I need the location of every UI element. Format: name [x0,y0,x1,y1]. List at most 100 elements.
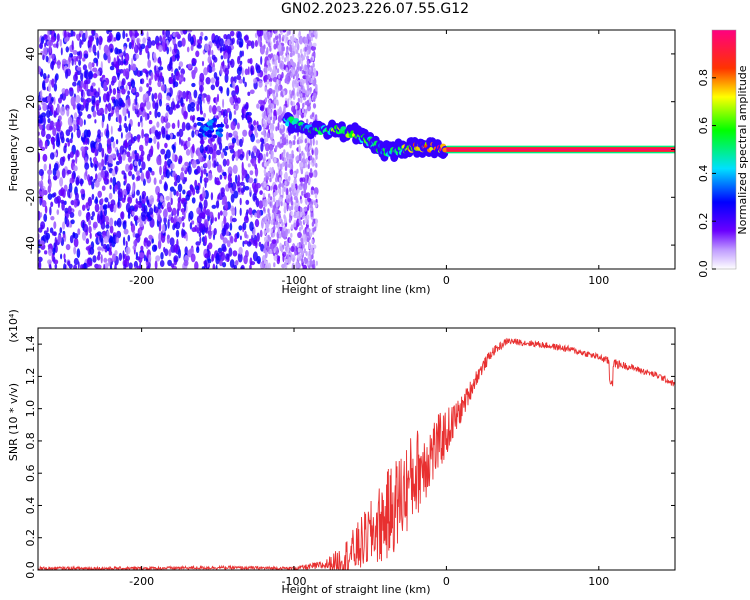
noise-speckle [91,30,95,35]
noise-speckle [146,101,151,110]
noise-speckle [289,169,294,176]
noise-speckle [108,192,113,200]
faint-speckle [309,145,312,150]
noise-speckle [156,155,162,166]
noise-speckle [125,240,128,247]
faint-speckle [305,251,308,256]
noise-speckle [248,177,254,184]
noise-speckle [199,144,204,154]
noise-speckle [219,259,223,267]
noise-speckle [172,152,175,162]
noise-speckle [124,115,127,122]
noise-speckle [146,83,150,88]
noise-speckle [42,80,46,89]
noise-speckle [124,52,130,63]
noise-speckle [60,47,63,56]
noise-speckle [85,212,91,221]
noise-speckle [79,118,84,127]
colorbar-tick-label: 0.6 [697,117,710,135]
snr-panel: -200 -100 0 100 0.0 0.2 0.4 0.6 0.8 1.0 1.2 1.4 He… [7,309,676,596]
noise-speckle [157,92,163,102]
noise-speckle [158,232,162,242]
noise-speckle [175,104,181,109]
noise-speckle [123,194,126,201]
noise-speckle [80,72,84,82]
noise-speckle [101,158,105,167]
faint-speckle [302,102,305,108]
noise-speckle [122,220,127,230]
noise-speckle [148,86,153,93]
noise-speckle [173,255,179,263]
noise-speckle [204,235,208,245]
faint-speckle [290,205,294,211]
noise-speckle [140,172,145,182]
noise-speckle [138,158,142,167]
noise-speckle [184,161,190,167]
noise-speckle [213,143,217,152]
faint-speckle [302,157,305,163]
noise-speckle [54,263,58,269]
noise-speckle [185,149,191,156]
noise-speckle [54,259,59,265]
noise-speckle [139,252,145,258]
faint-speckle [298,59,301,65]
noise-speckle [240,266,244,269]
noise-speckle [143,205,148,214]
faint-speckle [305,108,308,114]
faint-speckle [267,93,270,99]
noise-speckle [277,256,280,262]
noise-speckle [153,204,156,212]
noise-speckle [113,57,117,65]
noise-speckle [204,219,209,228]
faint-speckle [276,100,279,106]
noise-speckle [119,145,125,155]
noise-speckle [128,42,132,50]
noise-speckle [109,236,114,243]
noise-speckle [63,263,67,269]
noise-speckle [226,158,230,167]
noise-speckle [92,156,98,163]
noise-speckle [82,64,87,71]
faint-speckle [311,112,315,118]
noise-speckle [73,237,79,248]
noise-speckle [228,247,233,257]
noise-speckle [160,84,166,92]
noise-speckle [44,205,48,214]
noise-speckle [135,154,139,163]
noise-speckle [242,129,248,137]
noise-speckle [291,79,295,89]
faint-speckle [264,97,268,103]
noise-speckle [241,187,244,194]
faint-speckle [288,154,291,159]
noise-speckle [286,54,290,63]
faint-speckle [301,190,304,196]
faint-speckle [282,90,286,96]
noise-speckle [68,182,73,193]
noise-speckle [103,263,106,269]
noise-speckle [199,72,205,83]
noise-speckle [236,39,239,45]
faint-speckle [305,157,308,163]
noise-speckle [227,45,232,55]
faint-speckle [263,177,267,183]
noise-speckle [245,151,249,161]
noise-speckle [118,114,122,125]
faint-speckle [275,145,278,151]
noise-speckle [104,106,108,115]
noise-speckle [75,192,79,201]
faint-speckle [295,198,299,204]
noise-speckle [100,170,105,178]
faint-speckle [310,260,313,266]
noise-speckle [97,246,102,251]
faint-speckle [300,237,304,243]
faint-speckle [300,181,303,187]
noise-speckle [154,108,158,119]
noise-speckle [176,190,179,197]
noise-speckle [183,110,188,120]
noise-speckle [107,30,113,33]
faint-speckle [314,33,317,39]
noise-speckle [38,131,41,137]
noise-speckle [106,123,109,133]
faint-speckle [274,99,277,104]
